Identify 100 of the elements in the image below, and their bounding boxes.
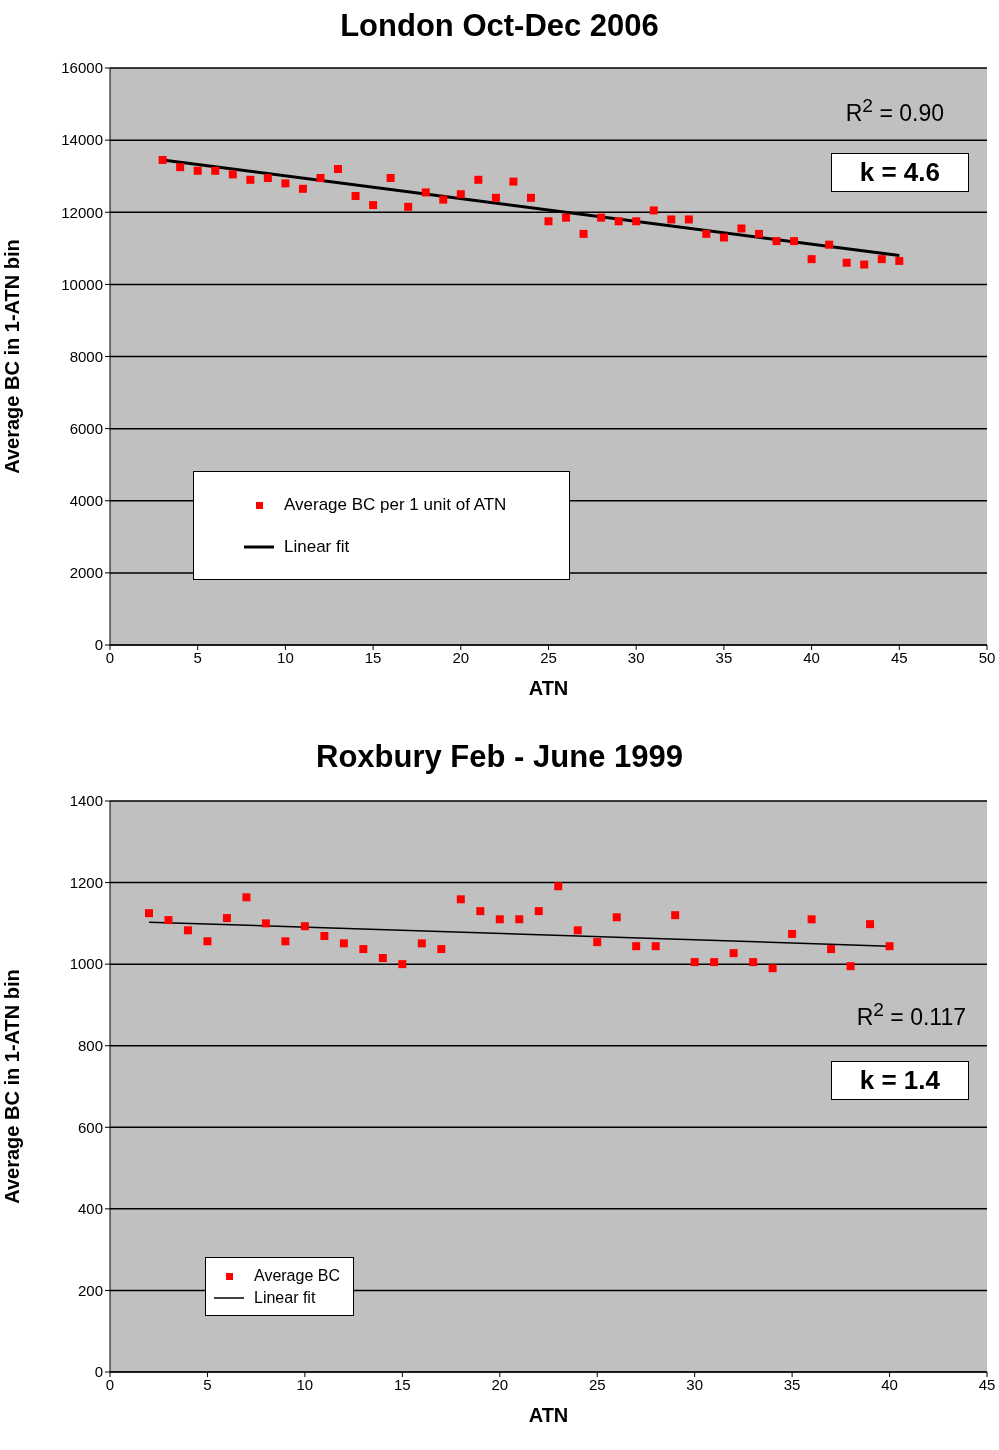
x-axis-title: ATN	[528, 1404, 569, 1426]
point	[788, 929, 797, 938]
point	[768, 964, 777, 973]
x-tick-label: 35	[783, 1375, 801, 1393]
point	[632, 217, 641, 226]
x-tick-label: 20	[491, 1375, 509, 1393]
y-tick-label: 0	[94, 636, 103, 654]
x-tick-label: 25	[588, 1375, 606, 1393]
point	[211, 166, 220, 175]
y-tick-label: 600	[77, 1118, 103, 1136]
point	[562, 213, 571, 222]
x-tick-label: 0	[105, 1375, 115, 1393]
point	[298, 184, 307, 193]
point	[534, 907, 543, 916]
x-tick-label: 5	[203, 1375, 212, 1393]
point	[378, 954, 387, 963]
y-tick-label: 1400	[69, 792, 103, 810]
x-tick-label: 50	[978, 648, 996, 666]
point	[554, 882, 563, 891]
point	[860, 260, 869, 269]
point	[509, 177, 518, 186]
y-tick-label: 14000	[61, 131, 103, 149]
point	[398, 960, 407, 969]
point	[228, 170, 237, 179]
point	[281, 179, 290, 188]
point	[476, 907, 485, 916]
point	[544, 217, 553, 226]
point	[439, 195, 448, 204]
point	[807, 255, 816, 264]
y-tick-label: 12000	[61, 203, 103, 221]
x-tick-label: 45	[890, 648, 908, 666]
x-tick-label: 20	[452, 648, 470, 666]
y-tick-label: 2000	[69, 564, 103, 582]
point	[667, 215, 676, 224]
point	[300, 922, 309, 931]
point	[790, 237, 799, 246]
point	[573, 926, 582, 935]
legend-label: Average BC per 1 unit of ATN	[284, 494, 507, 515]
chart-title: London Oct-Dec 2006	[339, 8, 660, 44]
point	[749, 958, 758, 967]
point	[825, 240, 834, 249]
point	[632, 942, 641, 951]
y-axis-title: Average BC in 1-ATN bin	[1, 969, 24, 1204]
point	[474, 175, 483, 184]
point	[183, 926, 192, 935]
x-tick-label: 25	[540, 648, 557, 666]
point	[281, 937, 290, 946]
legend-label: Linear fit	[284, 536, 350, 557]
point	[339, 939, 348, 948]
x-tick-label: 15	[364, 648, 382, 666]
annotation: R$^{2}$ = 0.90	[845, 95, 944, 127]
y-tick-label: 8000	[69, 347, 103, 365]
y-tick-label: 6000	[69, 419, 103, 437]
annotation: k = 4.6	[830, 153, 969, 192]
point	[158, 155, 167, 164]
point	[885, 942, 894, 951]
y-tick-label: 1200	[69, 873, 103, 891]
point	[144, 909, 153, 918]
point	[702, 229, 711, 238]
chart-title: Roxbury Feb - June 1999	[315, 739, 684, 775]
point	[515, 915, 524, 924]
x-tick-label: 35	[715, 648, 733, 666]
x-tick-label: 40	[881, 1375, 898, 1393]
x-tick-label: 30	[686, 1375, 704, 1393]
point	[754, 229, 763, 238]
x-tick-label: 5	[193, 648, 202, 666]
point	[729, 949, 738, 958]
point	[877, 255, 886, 264]
point	[351, 192, 360, 201]
y-tick-label: 1000	[69, 955, 103, 973]
point	[456, 895, 465, 904]
point	[671, 911, 680, 920]
point	[316, 173, 325, 182]
point	[846, 962, 855, 971]
point	[261, 919, 270, 928]
point	[737, 224, 746, 233]
point	[684, 215, 693, 224]
point	[369, 201, 378, 210]
point	[614, 217, 623, 226]
x-tick-label: 10	[277, 648, 294, 666]
y-tick-label: 10000	[61, 275, 103, 293]
point	[526, 193, 535, 202]
point	[866, 920, 875, 929]
point	[719, 233, 728, 242]
point	[612, 913, 621, 922]
point	[495, 915, 504, 924]
point	[690, 958, 699, 967]
y-tick-label: 16000	[61, 59, 103, 77]
point	[193, 166, 202, 175]
x-tick-label: 0	[105, 648, 115, 666]
point	[242, 893, 251, 902]
point	[772, 237, 781, 246]
y-tick-label: 0	[94, 1363, 103, 1381]
x-axis-title: ATN	[528, 677, 569, 699]
point	[437, 945, 446, 954]
y-tick-label: 800	[77, 1037, 103, 1055]
point	[320, 932, 329, 940]
point	[895, 256, 904, 265]
x-tick-label: 45	[978, 1375, 996, 1393]
point	[417, 939, 426, 948]
